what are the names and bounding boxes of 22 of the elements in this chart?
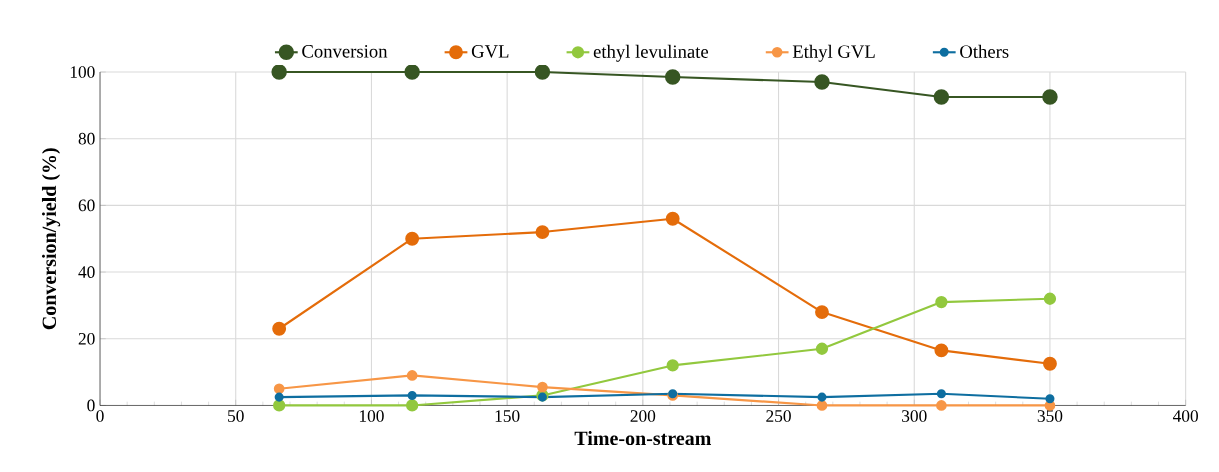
x-axis-title: Time-on-stream [574,430,712,446]
legend-label: GVL [471,45,509,58]
x-tick-label: 50 [228,410,244,422]
y-tick-label: 100 [70,66,95,78]
x-tick-label: 300 [902,410,927,422]
legend-label: Conversion [302,45,388,58]
x-tick-label: 350 [1037,410,1063,422]
y-axis-title: Conversion/yield (%) [41,148,61,330]
y-tick-label: 60 [78,199,95,212]
x-tick-label: 0 [96,410,104,422]
y-tick-label: 0 [87,399,95,412]
x-tick-label: 150 [495,410,520,422]
x-tick-label: 200 [630,410,656,422]
x-tick-label: 250 [766,410,791,422]
y-tick-label: 40 [78,266,95,278]
legend-label: ethyl levulinate [593,44,709,62]
legend-label: Ethyl GVL [792,44,875,62]
legend-label: Others [960,44,1009,58]
x-tick-label: 100 [359,410,384,422]
y-tick-label: 80 [78,132,95,145]
x-tick-label: 400 [1172,410,1198,422]
y-tick-label: 20 [78,332,95,345]
